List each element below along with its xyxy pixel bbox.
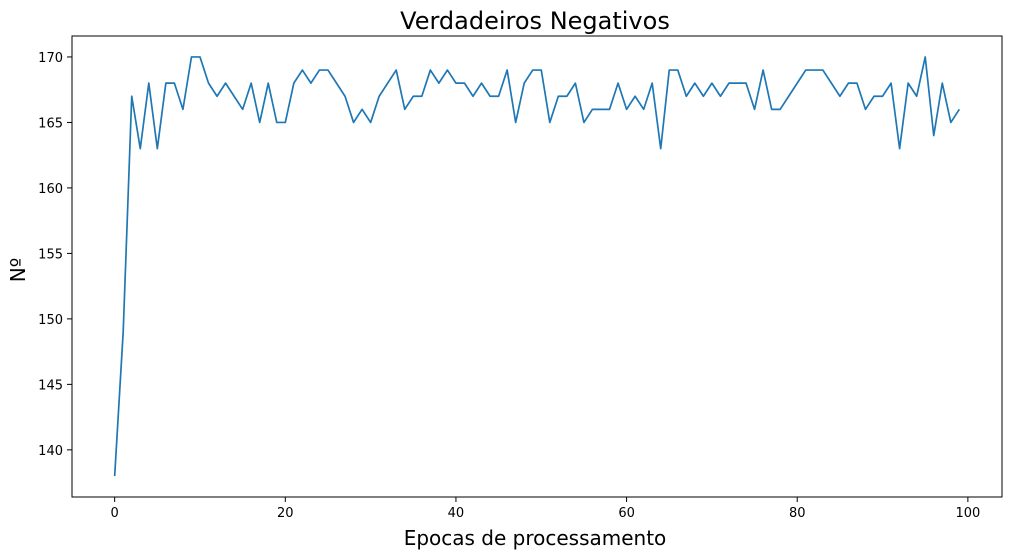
y-axis-label: Nº xyxy=(6,258,30,282)
x-tick-label: 20 xyxy=(277,506,294,521)
x-tick-label: 0 xyxy=(111,506,119,521)
y-tick-label: 170 xyxy=(38,51,63,66)
x-tick-label: 60 xyxy=(618,506,635,521)
plot-area: 0 20 40 60 80 100 140 145 150 155 160 165 170 xyxy=(38,35,1003,521)
x-axis-label: Epocas de processamento xyxy=(404,526,667,550)
x-tick-label: 40 xyxy=(448,506,465,521)
y-tick-label: 160 xyxy=(38,182,63,197)
y-tick-label: 145 xyxy=(38,378,63,393)
y-tick-label: 165 xyxy=(38,116,63,131)
plot-frame xyxy=(71,35,1003,498)
y-tick-label: 155 xyxy=(38,247,63,262)
y-tick-label: 140 xyxy=(38,444,63,459)
chart-title: Verdadeiros Negativos xyxy=(400,7,670,35)
y-tick-label: 150 xyxy=(38,313,63,328)
x-tick-label: 80 xyxy=(789,506,806,521)
series-line xyxy=(113,56,961,477)
x-tick-label: 100 xyxy=(955,506,980,521)
